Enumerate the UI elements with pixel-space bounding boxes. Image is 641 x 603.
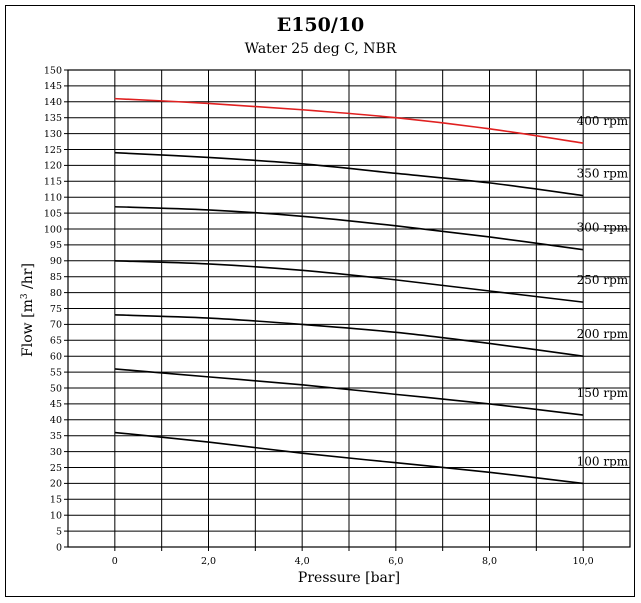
y-tick-label: 150	[44, 65, 62, 76]
y-tick-label: 135	[44, 113, 62, 124]
y-axis-label-sup: 3	[20, 293, 30, 299]
y-tick-label: 35	[50, 431, 62, 442]
y-tick-label: 75	[50, 304, 62, 315]
y-tick-label: 40	[50, 415, 62, 426]
series-line-200-rpm	[114, 314, 584, 357]
series-line-150-rpm	[114, 368, 584, 416]
y-tick-label: 20	[50, 479, 62, 490]
x-tick-label: 8,0	[482, 556, 497, 567]
y-tick-label: 80	[50, 288, 62, 299]
chart-title: E150/10	[276, 14, 365, 36]
plot-area-border	[67, 69, 631, 548]
y-tick-label: 25	[50, 463, 62, 474]
y-tick-label: 140	[44, 97, 62, 108]
x-tick-label: 10,0	[573, 556, 594, 567]
series-label: 250 rpm	[577, 273, 629, 287]
x-axis-label: Pressure [bar]	[298, 570, 400, 586]
y-tick-label: 100	[44, 224, 62, 235]
y-tick-label: 45	[50, 399, 62, 410]
y-tick-label: 70	[50, 320, 62, 331]
y-axis-label-main: Flow [m	[20, 299, 36, 357]
y-tick-label: 10	[50, 511, 62, 522]
y-tick-label: 65	[50, 336, 62, 347]
series-label: 150 rpm	[577, 386, 629, 400]
x-tick-label: 6,0	[388, 556, 403, 567]
axis-layer	[64, 69, 631, 551]
y-tick-label: 60	[50, 352, 62, 363]
series-label: 300 rpm	[577, 221, 629, 235]
y-axis-label-tail: /hr]	[20, 263, 36, 293]
x-tick-label: 4,0	[295, 556, 310, 567]
y-tick-label: 105	[44, 208, 62, 219]
y-tick-label: 95	[50, 240, 62, 251]
series-line-350-rpm	[114, 151, 584, 197]
y-tick-label: 145	[44, 81, 62, 92]
series-line-100-rpm	[114, 431, 584, 485]
y-tick-label: 15	[50, 495, 62, 506]
series-line-250-rpm	[114, 260, 584, 303]
series-line-400-rpm	[114, 97, 584, 144]
series-label: 350 rpm	[577, 167, 629, 181]
grid-layer	[68, 70, 630, 547]
y-tick-label: 0	[56, 542, 62, 553]
y-tick-label: 130	[44, 129, 62, 140]
series-label: 100 rpm	[577, 454, 629, 468]
series-line-300-rpm	[114, 205, 584, 251]
series-layer	[114, 97, 584, 485]
y-tick-label: 125	[44, 145, 62, 156]
y-tick-label: 120	[44, 161, 62, 172]
x-tick-label: 0	[112, 556, 118, 567]
y-tick-label: 5	[56, 526, 62, 537]
chart-frame	[5, 5, 635, 597]
y-tick-label: 90	[50, 256, 62, 267]
y-tick-label: 115	[44, 177, 62, 188]
series-label: 400 rpm	[577, 114, 629, 128]
y-tick-label: 55	[50, 367, 62, 378]
y-tick-label: 85	[50, 272, 62, 283]
series-label: 200 rpm	[577, 327, 629, 341]
y-tick-label: 30	[50, 447, 62, 458]
chart-subtitle: Water 25 deg C, NBR	[244, 41, 397, 57]
label-layer: 0 5 10 15 20 25 30 35 40 45 50 55 60 65 70 75 80 85 90 95 10…	[44, 65, 629, 567]
y-tick-label: 50	[50, 383, 62, 394]
y-tick-label: 110	[44, 193, 62, 204]
x-tick-label: 2,0	[201, 556, 216, 567]
y-axis-label: Flow [m3 /hr]	[20, 263, 36, 357]
